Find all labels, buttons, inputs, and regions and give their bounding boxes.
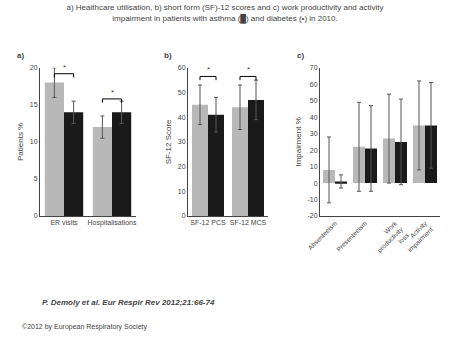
svg-text:c): c) (297, 51, 304, 60)
svg-text:SF-12 Score: SF-12 Score (165, 119, 174, 164)
svg-text:50: 50 (310, 97, 318, 104)
svg-text:10: 10 (310, 163, 318, 170)
svg-text:15: 15 (30, 101, 38, 108)
svg-text:10: 10 (30, 138, 38, 145)
svg-text:Presenteeism: Presenteeism (335, 220, 368, 253)
svg-text:50: 50 (178, 89, 186, 96)
svg-text:0: 0 (182, 212, 186, 219)
svg-text:Workproductivityloss: Workproductivityloss (370, 219, 411, 260)
svg-text:ER visits: ER visits (50, 219, 78, 226)
svg-text:60: 60 (178, 64, 186, 71)
svg-text:0: 0 (314, 180, 318, 187)
svg-text:0: 0 (34, 212, 38, 219)
svg-text:SF-12 PCS: SF-12 PCS (190, 219, 226, 226)
svg-text:40: 40 (310, 114, 318, 121)
svg-text:70: 70 (310, 64, 318, 71)
svg-text:Hospitalisations: Hospitalisations (87, 219, 137, 227)
svg-text:P. Demoly et al. Eur Respir Re: P. Demoly et al. Eur Respir Rev 2012;21:… (42, 298, 215, 307)
svg-text:©2012 by European Respiratory: ©2012 by European Respiratory Society (22, 323, 148, 331)
svg-text:*: * (247, 65, 250, 74)
svg-text:40: 40 (178, 114, 186, 121)
svg-text:Impairment %: Impairment % (294, 117, 303, 166)
svg-text:Absenteeism: Absenteeism (306, 220, 338, 252)
svg-text:a): a) (17, 51, 24, 60)
svg-text:SF-12 MCS: SF-12 MCS (230, 219, 267, 226)
svg-text:-10: -10 (307, 196, 317, 203)
svg-text:60: 60 (310, 81, 318, 88)
svg-text:*: * (63, 63, 66, 72)
svg-text:5: 5 (34, 175, 38, 182)
svg-text:20: 20 (178, 163, 186, 170)
svg-text:a) Healthcare utilisation, b): a) Healthcare utilisation, b) short form… (66, 3, 383, 23)
svg-text:30: 30 (310, 130, 318, 137)
svg-text:Patients %: Patients % (17, 123, 26, 161)
svg-text:10: 10 (178, 188, 186, 195)
svg-text:*: * (207, 65, 210, 74)
svg-text:20: 20 (310, 147, 318, 154)
svg-text:b): b) (164, 51, 172, 60)
svg-text:*: * (111, 88, 114, 97)
svg-text:30: 30 (178, 138, 186, 145)
svg-text:Activityimpairment: Activityimpairment (400, 219, 435, 254)
svg-text:-20: -20 (307, 212, 317, 219)
svg-text:20: 20 (30, 64, 38, 71)
